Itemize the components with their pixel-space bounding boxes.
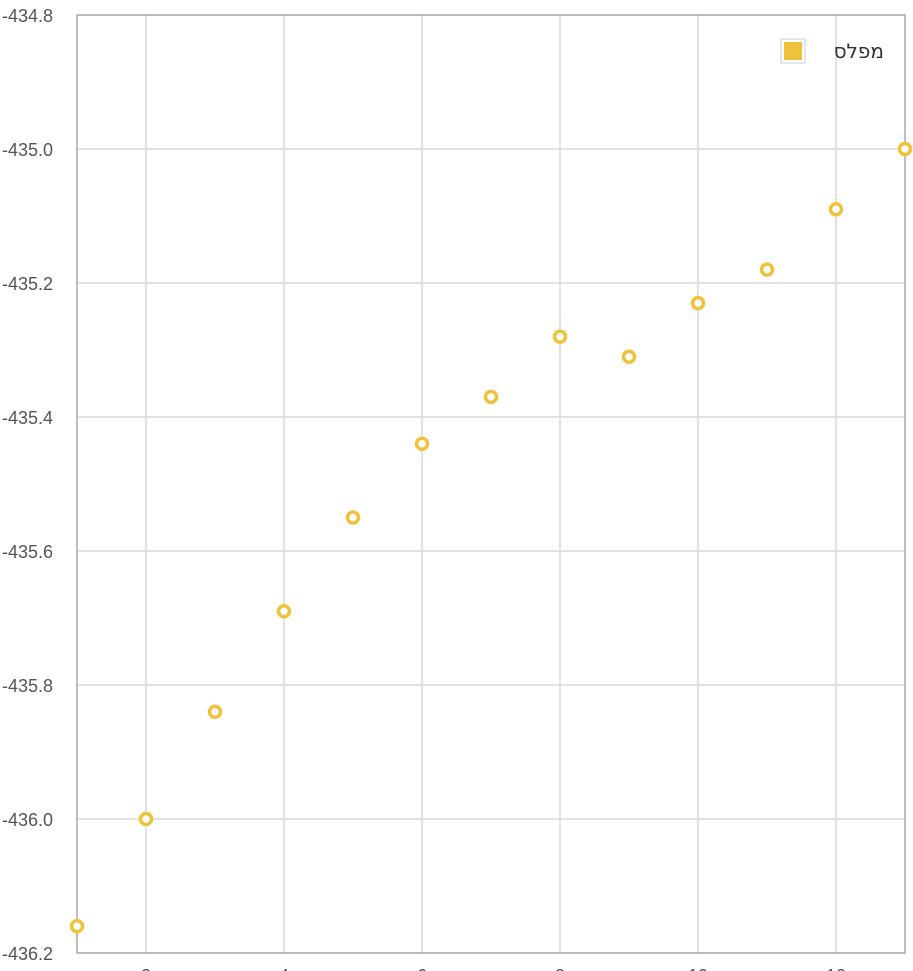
data-point[interactable] [690, 295, 706, 311]
legend-swatch-fill [784, 42, 802, 60]
legend-label: מפלס [834, 39, 884, 63]
x-axis-ticks: 2 4 6 8 10 12 [141, 966, 846, 971]
x-tick-label: 4 [279, 966, 289, 971]
data-point[interactable] [483, 389, 499, 405]
data-point[interactable] [897, 141, 913, 157]
data-points [69, 141, 913, 934]
data-point[interactable] [207, 704, 223, 720]
grid-lines [77, 14, 905, 954]
x-tick-label: 2 [141, 966, 151, 971]
data-point[interactable] [621, 349, 637, 364]
data-point[interactable] [414, 436, 430, 452]
y-tick-label: -435.8 [2, 676, 53, 696]
x-tick-label: 12 [826, 966, 846, 971]
x-tick-label: 8 [555, 966, 565, 971]
plot-frame [76, 14, 906, 954]
y-tick-label: -435.0 [2, 140, 53, 160]
data-point[interactable] [138, 811, 154, 827]
x-tick-label: 6 [417, 966, 427, 971]
data-point[interactable] [69, 918, 85, 934]
y-tick-label: -436.2 [2, 944, 53, 964]
data-point[interactable] [345, 510, 361, 525]
y-tick-label: -435.6 [2, 542, 53, 562]
y-tick-label: -435.4 [2, 408, 53, 428]
x-tick-label: 10 [688, 966, 708, 971]
data-point[interactable] [759, 262, 775, 277]
y-axis-ticks: -434.8 -435.0 -435.2 -435.4 -435.6 -435.8 -436… [2, 6, 53, 964]
y-tick-label: -435.2 [2, 274, 53, 294]
data-point[interactable] [276, 604, 292, 619]
data-point[interactable] [552, 329, 568, 344]
y-tick-label: -434.8 [2, 6, 53, 26]
y-tick-label: -436.0 [2, 810, 53, 830]
data-point[interactable] [828, 202, 844, 217]
legend[interactable]: מפלס [780, 38, 884, 64]
